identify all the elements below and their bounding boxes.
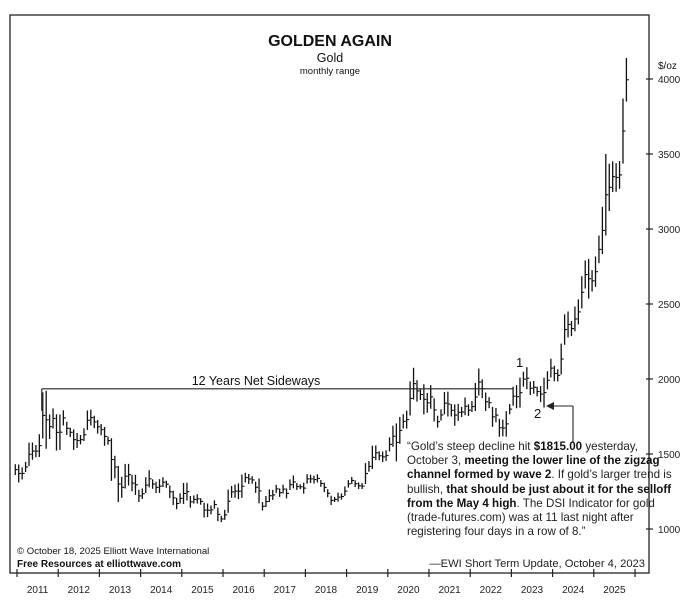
quote-segment: yesterday, October 3, <box>407 440 638 468</box>
quote-segment: “Gold’s steep decline hit <box>407 440 534 453</box>
y-tick-label: 3500 <box>658 150 681 161</box>
x-tick-label: 2024 <box>562 585 585 596</box>
x-tick-label: 2015 <box>191 585 214 596</box>
quote-text: “Gold’s steep decline hit $1815.00 yeste… <box>407 440 677 539</box>
y-tick-label: 1500 <box>658 450 681 461</box>
x-tick-label: 2011 <box>27 585 49 596</box>
quote-segment: . The DSI Indicator for gold (trade-futu… <box>407 496 655 539</box>
x-tick-label: 2012 <box>68 585 91 596</box>
y-tick-label: 2500 <box>658 300 681 311</box>
x-tick-label: 2019 <box>356 585 379 596</box>
x-tick-label: 2014 <box>150 585 173 596</box>
wave-1-label: 1 <box>516 355 523 370</box>
chart-subsubtitle: monthly range <box>299 66 361 77</box>
price-bars <box>14 58 629 523</box>
chart-title: GOLDEN AGAIN <box>268 33 392 50</box>
chart-subtitle: Gold <box>316 51 344 65</box>
quote-source: —EWI Short Term Update, October 4, 2023 <box>429 558 645 570</box>
y-tick-label: 1000 <box>658 525 681 536</box>
quote-segment: . If gold’s larger trend is bullish, <box>407 468 672 496</box>
quote-bold-segment: $1815.00 <box>533 440 583 453</box>
x-tick-label: 2021 <box>438 585 461 596</box>
plot-frame <box>9 14 650 574</box>
y-axis: 1000 1500 2000 2500 3000 3500 4000 <box>646 75 681 536</box>
quote-bold-segment: that should be just about it for the sel… <box>407 482 672 510</box>
annotations: 12 Years Net Sideways 1 2 <box>41 355 574 442</box>
x-axis: 2011 2012 2013 2014 2015 2016 2017 2018 2019 2020… <box>16 569 636 596</box>
sideways-label: 12 Years Net Sideways <box>192 374 321 388</box>
x-tick-label: 2020 <box>397 585 420 596</box>
wave-2-label: 2 <box>534 406 541 421</box>
arrow-head-icon <box>546 402 554 410</box>
y-tick-label: 4000 <box>658 75 681 86</box>
x-tick-label: 2017 <box>274 585 297 596</box>
copyright: © October 18, 2025 Elliott Wave Internat… <box>17 546 210 557</box>
x-tick-label: 2025 <box>603 585 626 596</box>
x-tick-label: 2016 <box>232 585 255 596</box>
x-tick-label: 2013 <box>109 585 132 596</box>
quote-bold-segment: meeting the lower line of the zigzag cha… <box>407 454 660 482</box>
x-tick-label: 2023 <box>521 585 544 596</box>
y-tick-label: 3000 <box>658 225 681 236</box>
x-tick-label: 2022 <box>480 585 503 596</box>
x-tick-label: 2018 <box>315 585 338 596</box>
free-resources-link[interactable]: Free Resources at elliottwave.com <box>17 559 181 570</box>
y-tick-label: 2000 <box>658 375 681 386</box>
y-axis-label: $/oz <box>658 61 677 72</box>
